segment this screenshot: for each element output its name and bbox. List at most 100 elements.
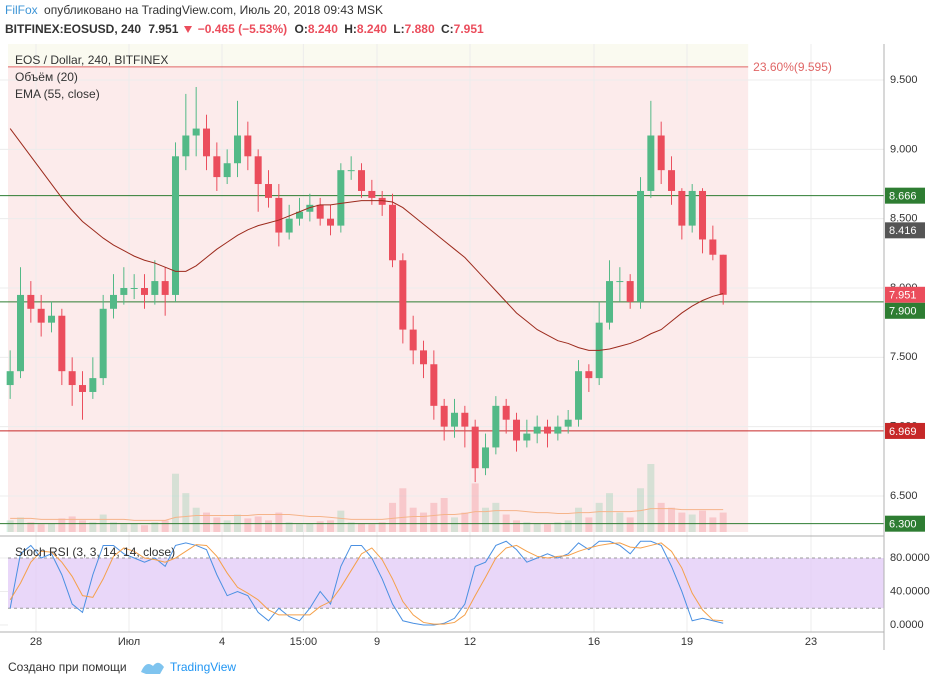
ohlc-label: C:	[441, 22, 454, 36]
ohlc-value: 8.240	[308, 22, 338, 36]
candle-body	[48, 315, 56, 323]
volume-bar	[79, 520, 87, 532]
y-tick-label: 9.500	[890, 74, 918, 86]
candle-body	[337, 170, 345, 226]
ohlc-label: O:	[295, 22, 308, 36]
y-tick-label: 40.0000	[890, 585, 930, 597]
volume-bar	[544, 524, 552, 532]
symbol-line: BITFINEX:EOSUSD, 240 7.951 −0.465 (−5.53…	[5, 22, 484, 36]
price-badge-label: 6.969	[889, 426, 917, 438]
candle-body	[99, 308, 107, 379]
y-tick-label: 8.500	[890, 213, 918, 225]
x-tick-label: 15:00	[290, 636, 318, 648]
x-tick-label: 23	[805, 636, 817, 648]
volume-bar	[564, 520, 572, 532]
candle-body	[688, 190, 696, 226]
candle-body	[223, 163, 231, 178]
candle-body	[58, 315, 66, 372]
candle-body	[265, 184, 273, 198]
volume-bar	[213, 517, 221, 532]
volume-bar	[492, 502, 500, 532]
change: −0.465 (−5.53%)	[198, 22, 287, 36]
volume-bar	[430, 502, 438, 532]
volume-bar	[58, 518, 66, 532]
candle-body	[637, 190, 645, 302]
volume-bar	[285, 522, 293, 532]
volume-bar	[89, 522, 97, 532]
stoch-line	[9, 542, 724, 625]
volume-bar	[265, 520, 273, 532]
candle-body	[141, 288, 149, 295]
candle-body	[79, 385, 87, 392]
candle-body	[699, 190, 707, 240]
fib-zone	[8, 66, 749, 532]
legend-title: EOS / Dollar, 240, BITFINEX	[15, 53, 168, 67]
candle-body	[316, 204, 324, 219]
candle-body	[161, 281, 169, 295]
price-badge	[885, 422, 925, 439]
x-tick-label: 28	[30, 636, 42, 648]
candle-body	[471, 426, 479, 469]
volume-bar	[316, 521, 324, 532]
volume-bar	[192, 507, 200, 532]
ohlc-value: 7.951	[454, 22, 484, 36]
price-badge-label: 6.300	[889, 519, 917, 531]
volume-bar	[399, 488, 407, 532]
fib-label: 23.60%(9.595)	[753, 60, 832, 74]
candle-body	[513, 419, 521, 441]
volume-bar	[27, 522, 35, 532]
volume-bar	[203, 512, 211, 532]
candle-body	[523, 433, 531, 441]
ema-line	[9, 128, 724, 351]
candle-body	[533, 426, 541, 434]
volume-bar	[482, 507, 490, 532]
candle-body	[347, 170, 355, 172]
y-tick-label: 80.0000	[890, 552, 930, 564]
candle-body	[482, 447, 490, 469]
candle-body	[657, 135, 665, 171]
price-badge-label: 7.951	[889, 290, 917, 302]
candle-body	[285, 218, 293, 233]
legend-stoch: Stoch RSI (3, 3, 14, 14, close)	[15, 545, 175, 559]
candle-body	[130, 288, 138, 289]
candle-body	[554, 426, 562, 434]
price-badge	[885, 515, 925, 532]
candle-body	[647, 135, 655, 191]
price-badge	[885, 302, 925, 319]
candle-body	[668, 170, 676, 191]
candle-body	[564, 419, 572, 427]
volume-bar	[378, 522, 386, 532]
down-arrow	[184, 26, 192, 33]
candle-body	[151, 281, 159, 295]
volume-bar	[668, 507, 676, 532]
candle-body	[626, 281, 634, 302]
volume-bar	[368, 524, 376, 532]
volume-bar	[389, 502, 397, 532]
candle-body	[420, 350, 428, 365]
candle-body	[192, 128, 200, 136]
volume-bar	[110, 522, 118, 532]
volume-bar	[141, 525, 149, 532]
price-badge	[885, 187, 925, 204]
footer-text: Создано при помощи	[8, 660, 127, 674]
volume-bar	[48, 523, 56, 532]
candle-body	[27, 294, 35, 309]
volume-bar	[451, 517, 459, 532]
candle-body	[110, 294, 118, 309]
volume-bar	[595, 502, 603, 532]
volume-bar	[244, 518, 252, 532]
volume-bar	[554, 522, 562, 532]
price-badge	[885, 286, 925, 303]
ohlc-label: L:	[393, 22, 404, 36]
candle-body	[585, 371, 593, 379]
volume-bar	[626, 517, 634, 532]
volume-bar	[151, 522, 159, 532]
volume-bar	[420, 512, 428, 532]
volume-bar	[337, 510, 345, 532]
volume-bar	[296, 524, 304, 532]
ohlc-label: H:	[344, 22, 357, 36]
x-tick-label: 16	[588, 636, 600, 648]
fib-zone-upper	[8, 44, 749, 67]
volume-bar	[120, 524, 128, 532]
